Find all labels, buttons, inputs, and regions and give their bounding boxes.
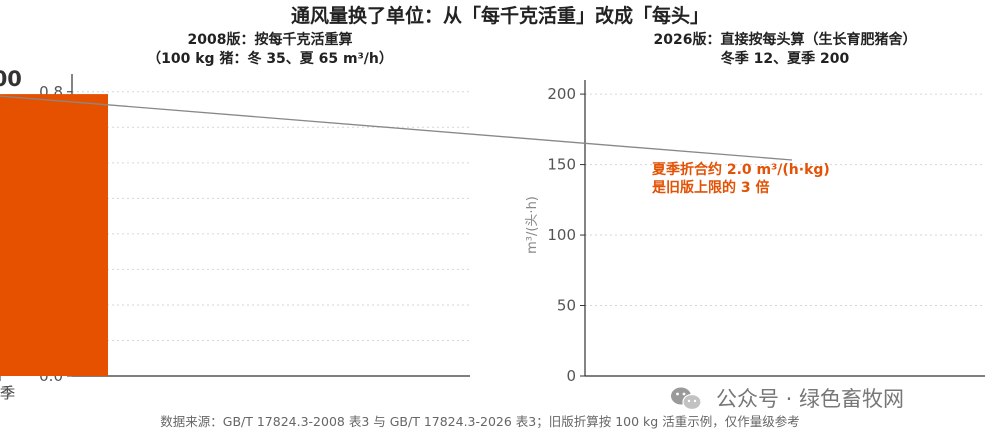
- panel-title: 2026版：直接按每头算（生长育肥猪舍）: [654, 31, 917, 48]
- chart-panel-2: 2026版：直接按每头算（生长育肥猪舍） 冬季 12、夏季 200 0 50 100 15…: [0, 31, 985, 402]
- x-tick-label: 夏季: [0, 384, 15, 402]
- bar-夏季: [0, 94, 108, 376]
- panel-title: 2008版：按每千克活重算: [188, 31, 353, 48]
- y-tick-label: 150: [547, 156, 576, 174]
- figure-title: 通风量换了单位：从「每千克活重」改成「每头」: [291, 4, 709, 27]
- x-tick-label: 冬季: [0, 384, 15, 402]
- annotation-line-2: 是旧版上限的 3 倍: [652, 179, 770, 196]
- annotation-arrow: [0, 95, 793, 161]
- y-tick-label: 100: [547, 226, 576, 244]
- y-tick-label: 0: [566, 367, 576, 385]
- y-tick-label: 200: [547, 85, 576, 103]
- watermark-text: 公众号 · 绿色畜牧网: [716, 387, 904, 411]
- watermark: 公众号 · 绿色畜牧网: [671, 387, 904, 411]
- x-tick-label: 夏季: [0, 384, 15, 402]
- panel-subtitle: 冬季 12、夏季 200: [721, 50, 850, 67]
- data-label: 200: [0, 67, 22, 91]
- y-axis-label: m³/(头·h): [525, 196, 540, 254]
- wechat-icon: [671, 387, 702, 411]
- annotation-line-1: 夏季折合约 2.0 m³/(h·kg): [652, 161, 830, 178]
- panel-subtitle: （100 kg 猪：冬 35、夏 65 m³/h）: [147, 50, 393, 67]
- y-tick-label: 50: [557, 297, 576, 315]
- source-note: 数据来源：GB/T 17824.3-2008 表3 与 GB/T 17824.3…: [160, 414, 799, 429]
- chart-panels: 2008版：按每千克活重算（100 kg 猪：冬 35、夏 65 m³/h）0.…: [0, 31, 985, 402]
- x-tick-label: 冬季: [0, 384, 15, 402]
